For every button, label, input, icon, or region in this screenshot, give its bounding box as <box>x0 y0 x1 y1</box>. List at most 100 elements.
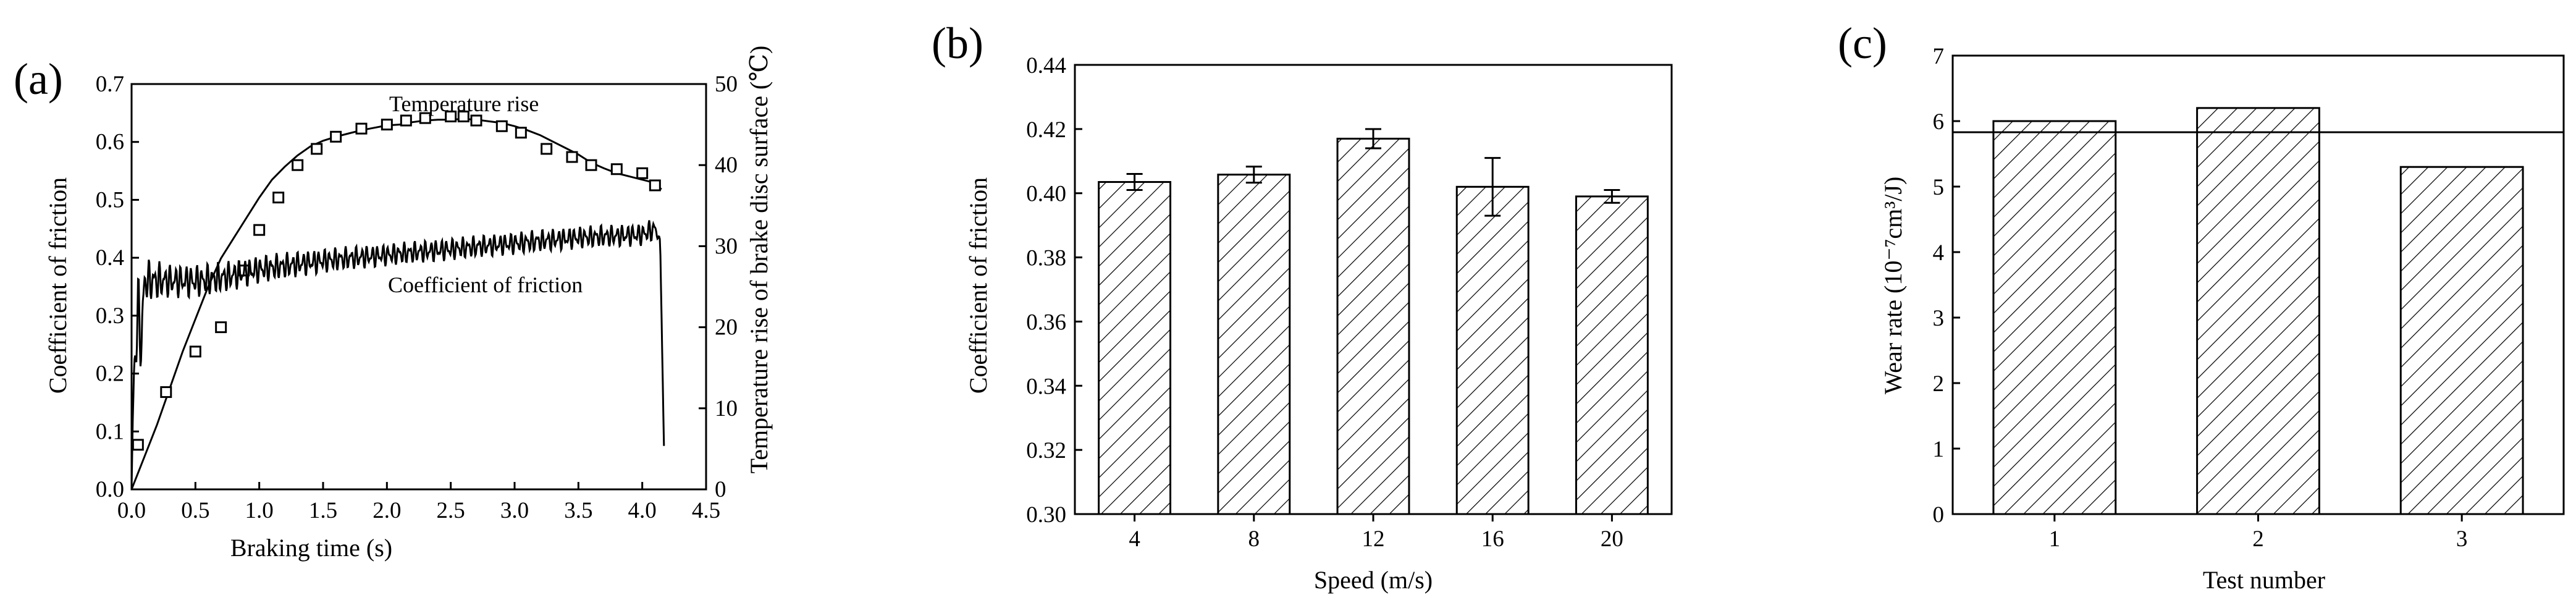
panel-b-error-bar <box>1365 128 1381 150</box>
panel-label-b: (b) <box>932 19 983 68</box>
panel-a-y2-tick-label: 50 <box>715 72 738 97</box>
panel-b-x-tick-label: 8 <box>1248 526 1260 552</box>
panel-c-x-tick-label: 3 <box>2456 526 2468 552</box>
panel-c-y-axis-title: Wear rate (10⁻⁷cm³/J) <box>1879 177 1907 395</box>
panel-b-bar <box>1575 195 1649 515</box>
panel-b-x-tick-label: 12 <box>1362 526 1385 552</box>
panel-b-y-tick-label: 0.32 <box>1026 438 1066 463</box>
temperature-rise-marker <box>566 151 578 163</box>
temperature-rise-marker <box>541 143 553 155</box>
panel-a-y-tick-label: 0.6 <box>96 130 124 155</box>
panel-c-y-tick-label: 7 <box>1933 44 1945 69</box>
temperature-rise-marker <box>419 112 431 124</box>
panel-label-a: (a) <box>14 54 63 104</box>
panel-c-x-axis-title: Test number <box>2203 566 2325 594</box>
temperature-rise-marker <box>311 143 323 155</box>
panel-a-x-tick-label: 2.5 <box>437 498 465 523</box>
panel-a-x-tick-label: 4.5 <box>692 498 720 523</box>
panel-a-y-tick-label: 0.3 <box>96 303 124 329</box>
temperature-rise-marker <box>253 224 266 236</box>
panel-a-plot-area: 0.0 0.5 1.0 1.5 2.0 2.5 3.0 3.5 4.0 4.5 0.0 0.1 0.2 0… <box>96 72 738 523</box>
temperature-rise-marker <box>457 110 469 122</box>
temperature-rise-marker <box>445 110 457 122</box>
temperature-rise-marker <box>132 439 144 451</box>
panel-a-frame <box>130 83 707 491</box>
panel-a-y-axis-title: Coefficient of friction <box>44 177 72 394</box>
temperature-rise-line <box>130 117 662 490</box>
temperature-rise-marker <box>160 386 172 399</box>
temperature-rise-marker <box>292 159 304 171</box>
panel-b-bar <box>1455 185 1530 515</box>
temperature-rise-marker <box>400 114 412 127</box>
panel-b-x-tick-label: 4 <box>1129 526 1140 552</box>
panel-a-x-axis-title: Braking time (s) <box>230 534 392 562</box>
temperature-rise-marker <box>381 119 393 131</box>
panel-a-x-tick-label: 2.0 <box>373 498 401 523</box>
temperature-rise-marker <box>272 192 285 204</box>
panel-a-chart: (a) 0.0 0.5 1.0 1.5 2.0 2.5 3.0 3.5 4.0 4.5 0.0 0.1… <box>14 46 773 562</box>
panel-c-plot-area: 0 1 2 3 4 5 6 7 1 2 3 <box>1933 44 2565 552</box>
panel-b-bar <box>1336 137 1410 515</box>
temperature-rise-marker <box>585 159 597 171</box>
annotation-coefficient-of-friction: Coefficient of friction <box>388 272 583 297</box>
panel-b-y-axis-title: Coefficient of friction <box>964 177 992 394</box>
panel-b-error-bar <box>1484 157 1501 217</box>
panel-b-error-bar <box>1126 173 1143 192</box>
panel-b-error-bar <box>1604 189 1620 204</box>
panel-c-bar <box>1992 120 2117 515</box>
panel-b-bar <box>1217 174 1291 515</box>
panel-b-plot-area: 0.30 0.32 0.34 0.36 0.38 0.40 0.42 0.44 4 8 12 16 20 <box>1026 53 1673 552</box>
panel-a-y-tick-label: 0.7 <box>96 72 124 97</box>
panel-b-x-axis-title: Speed (m/s) <box>1314 566 1433 594</box>
panel-a-y2-tick-label: 30 <box>715 234 738 259</box>
panel-c-bar <box>2196 107 2320 515</box>
panel-a-y-tick-label: 0.4 <box>96 245 124 271</box>
panel-c-y-tick-label: 2 <box>1933 371 1945 397</box>
panel-a-y2-axis-title: Temperature rise of brake disc surface (… <box>745 46 773 474</box>
temperature-rise-marker <box>215 321 227 334</box>
panel-a-x-tick-label: 3.5 <box>564 498 592 523</box>
panel-label-c: (c) <box>1838 19 1887 68</box>
panel-a-y-tick-label: 0.0 <box>96 477 124 502</box>
panel-a-x-tick-label: 1.5 <box>309 498 337 523</box>
panel-b-x-tick-label: 20 <box>1601 526 1623 552</box>
panel-c-y-tick-label: 4 <box>1933 240 1945 266</box>
panel-b-chart: (b) 0.30 0.32 0.34 0.36 0.38 0.40 0.42 0.44 4 8 12… <box>932 19 1673 594</box>
temperature-rise-marker <box>610 163 623 175</box>
temperature-rise-marker <box>515 127 527 139</box>
panel-b-y-tick-label: 0.44 <box>1026 53 1066 78</box>
panel-b-y-tick-label: 0.40 <box>1026 182 1066 207</box>
panel-c-x-tick-label: 1 <box>2049 526 2061 552</box>
panel-b-y-tick-label: 0.42 <box>1026 117 1066 143</box>
panel-c-y-tick-label: 5 <box>1933 175 1945 200</box>
annotation-temperature-rise: Temperature rise <box>389 91 539 116</box>
panel-c-y-tick-label: 0 <box>1933 502 1945 528</box>
panel-a-x-tick-label: 3.0 <box>500 498 529 523</box>
temperature-rise-marker <box>470 114 482 127</box>
panel-a-y2-tick-label: 10 <box>715 396 738 421</box>
panel-c-chart: (c) 0 1 2 3 4 5 6 7 1 2 3 Test number Wear rate (1… <box>1838 19 2565 594</box>
temperature-rise-marker <box>495 120 508 132</box>
temperature-rise-marker <box>636 167 649 179</box>
panel-b-x-tick-label: 16 <box>1481 526 1504 552</box>
panel-c-x-tick-label: 2 <box>2252 526 2264 552</box>
panel-a-x-tick-label: 0.0 <box>117 498 146 523</box>
temperature-rise-marker <box>649 179 661 192</box>
panel-a-y-tick-label: 0.2 <box>96 361 124 387</box>
panel-b-y-tick-label: 0.36 <box>1026 310 1066 335</box>
panel-b-y-tick-label: 0.34 <box>1026 374 1066 399</box>
panel-a-y2-tick-label: 0 <box>715 477 726 502</box>
panel-c-bar <box>2399 166 2524 515</box>
panel-c-y-tick-label: 1 <box>1933 437 1945 462</box>
panel-a-y-tick-label: 0.1 <box>96 419 124 444</box>
temperature-rise-marker <box>330 130 342 143</box>
temperature-rise-marker <box>189 345 201 358</box>
panel-b-y-tick-label: 0.38 <box>1026 246 1066 271</box>
panel-c-y-tick-label: 3 <box>1933 306 1945 331</box>
panel-a-y2-tick-label: 40 <box>715 153 738 178</box>
temperature-rise-marker <box>355 122 368 135</box>
panel-c-y-tick-label: 6 <box>1933 109 1945 135</box>
panel-b-error-bar <box>1245 166 1262 184</box>
coefficient-of-friction-line <box>130 220 665 490</box>
